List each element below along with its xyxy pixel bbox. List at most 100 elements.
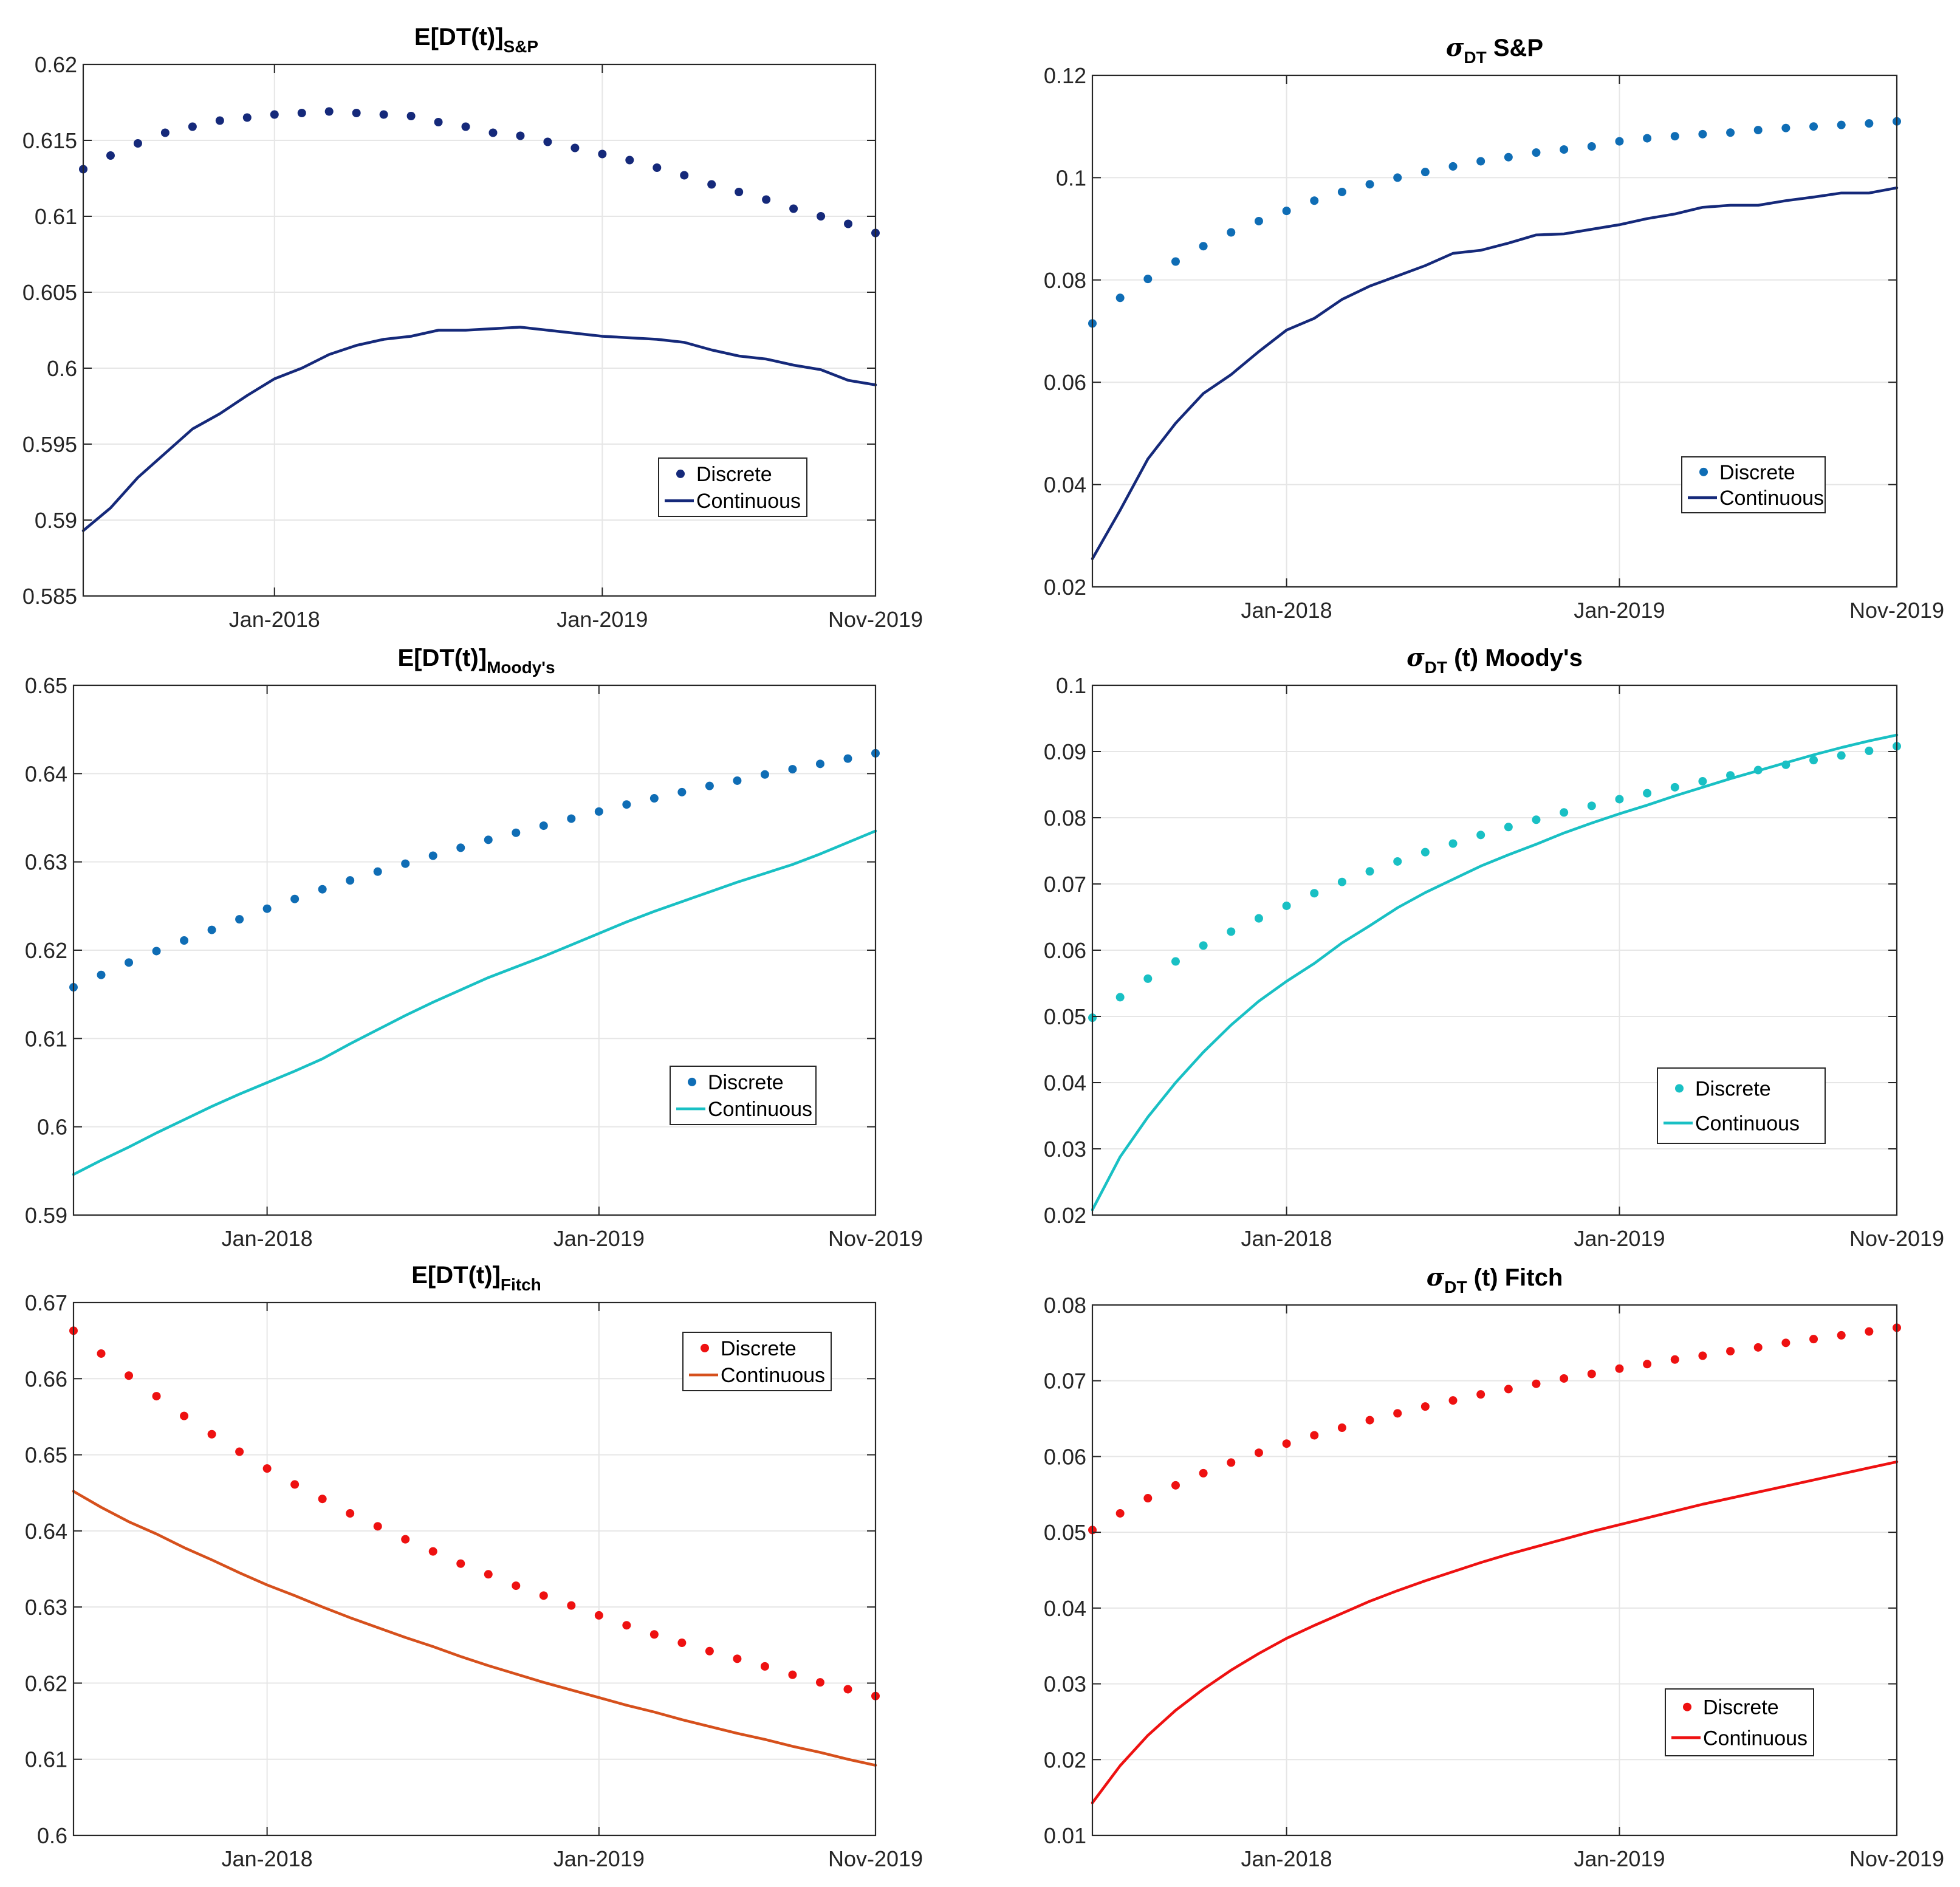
discrete-point: [1393, 1409, 1402, 1418]
legend: Discrete Continuous: [670, 1066, 817, 1125]
y-tick-label: 0.09: [1044, 739, 1086, 764]
discrete-point: [1115, 993, 1125, 1002]
discrete-point: [207, 1430, 216, 1439]
discrete-point: [1809, 756, 1818, 765]
y-tick-label: 0.6: [47, 356, 77, 381]
discrete-point: [373, 867, 382, 876]
discrete-point: [653, 163, 662, 172]
discrete-point: [1476, 830, 1485, 840]
discrete-point: [97, 1349, 106, 1358]
discrete-point: [1199, 242, 1208, 251]
chart-panel-3: 0.59 0.6 0.61 0.62 0.63 0.64 0.65 Jan-2018 Jan-2…: [25, 645, 923, 1251]
continuous-series-line: [1091, 186, 1899, 560]
legend: Discrete Continuous: [1665, 1688, 1814, 1756]
y-tick-label: 0.66: [25, 1366, 67, 1391]
legend-discrete-label: Discrete: [696, 463, 772, 486]
discrete-point: [1171, 957, 1180, 966]
y-tick-label: 0.62: [35, 52, 77, 77]
discrete-point: [594, 1611, 603, 1620]
title-subscript: DT: [1464, 48, 1486, 67]
discrete-point: [152, 947, 161, 956]
discrete-point: [318, 885, 327, 894]
y-tick-label: 0.585: [22, 584, 77, 609]
legend-discrete-marker: [676, 469, 685, 478]
discrete-point: [1698, 777, 1707, 786]
discrete-point: [1254, 216, 1263, 225]
discrete-point: [733, 1654, 742, 1663]
chart-title: E[DT(t)]Moody's: [397, 645, 555, 677]
y-tick-label: 0.03: [1044, 1137, 1086, 1162]
chart-title: σDT S&P: [1446, 33, 1543, 67]
discrete-point: [1809, 122, 1818, 131]
discrete-point: [1781, 1338, 1790, 1348]
discrete-point: [1143, 275, 1153, 284]
discrete-point: [1698, 1351, 1707, 1360]
x-tick-label: Jan-2018: [222, 1846, 313, 1871]
discrete-point: [1448, 1396, 1458, 1405]
discrete-point: [1420, 848, 1430, 857]
legend-discrete-label: Discrete: [1719, 461, 1795, 484]
legend-box: [682, 1332, 832, 1391]
discrete-point: [1337, 877, 1346, 886]
axes-frame: [1091, 74, 1898, 588]
discrete-point: [401, 859, 410, 868]
discrete-point: [1615, 1364, 1624, 1373]
continuous-series-line: [1091, 733, 1899, 1211]
discrete-point: [215, 116, 224, 125]
discrete-point: [401, 1535, 410, 1544]
chart-panel-4: 0.02 0.03 0.04 0.05 0.06 0.07 0.08 0.09 0.1 Jan-2…: [1044, 643, 1944, 1251]
x-tick-label: Nov-2019: [828, 1226, 923, 1251]
discrete-point: [788, 1670, 797, 1679]
legend-discrete-marker: [1683, 1702, 1691, 1711]
discrete-point: [406, 112, 416, 120]
title-greek: σ: [1446, 33, 1464, 62]
discrete-point: [815, 759, 824, 769]
discrete-point: [434, 118, 443, 126]
continuous-series-line: [1091, 1460, 1899, 1804]
discrete-point: [242, 113, 252, 122]
y-tick-label: 0.04: [1044, 1596, 1086, 1621]
discrete-point: [649, 794, 659, 803]
title-main: S&P: [1487, 35, 1543, 61]
y-tick-label: 0.62: [25, 1671, 67, 1696]
discrete-point: [598, 149, 607, 159]
title-subscript: S&P: [504, 37, 539, 56]
discrete-point: [1365, 867, 1374, 876]
discrete-point: [788, 765, 797, 774]
discrete-point: [1143, 974, 1153, 983]
discrete-point: [733, 776, 742, 785]
discrete-point: [1476, 157, 1485, 166]
discrete-point: [152, 1392, 161, 1401]
discrete-point: [1448, 162, 1458, 171]
discrete-point: [1227, 927, 1236, 936]
legend-box: [1665, 1688, 1814, 1756]
x-tick-label: Jan-2018: [1241, 1846, 1332, 1871]
y-tick-label: 0.06: [1044, 1444, 1086, 1469]
discrete-point: [567, 1601, 576, 1610]
y-tick-label: 0.67: [25, 1290, 67, 1315]
x-tick-label: Nov-2019: [1849, 1226, 1944, 1251]
discrete-point: [1448, 839, 1458, 848]
discrete-point: [1643, 1360, 1652, 1369]
discrete-point: [1781, 760, 1790, 769]
discrete-point: [594, 807, 603, 816]
y-tick-label: 0.59: [25, 1203, 67, 1228]
discrete-point: [1420, 168, 1430, 177]
x-tick-label: Nov-2019: [828, 1846, 923, 1871]
discrete-point: [1753, 1343, 1763, 1352]
x-tick-label: Jan-2019: [557, 607, 648, 632]
discrete-point: [1532, 815, 1541, 824]
discrete-point: [1726, 128, 1735, 137]
y-tick-label: 0.04: [1044, 473, 1086, 498]
discrete-point: [516, 131, 525, 140]
discrete-point: [180, 936, 189, 945]
discrete-point: [539, 821, 548, 830]
x-tick-label: Nov-2019: [1849, 1846, 1944, 1871]
discrete-point: [488, 128, 498, 137]
discrete-point: [1504, 1385, 1513, 1394]
legend: Discrete Continuous: [682, 1332, 832, 1391]
discrete-point: [1171, 257, 1180, 266]
discrete-point: [843, 1685, 852, 1694]
chart-panel-1: 0.585 0.59 0.595 0.6 0.605 0.61 0.615 0.62 Jan-2…: [22, 24, 923, 632]
title-main: (t) Moody's: [1447, 645, 1583, 671]
